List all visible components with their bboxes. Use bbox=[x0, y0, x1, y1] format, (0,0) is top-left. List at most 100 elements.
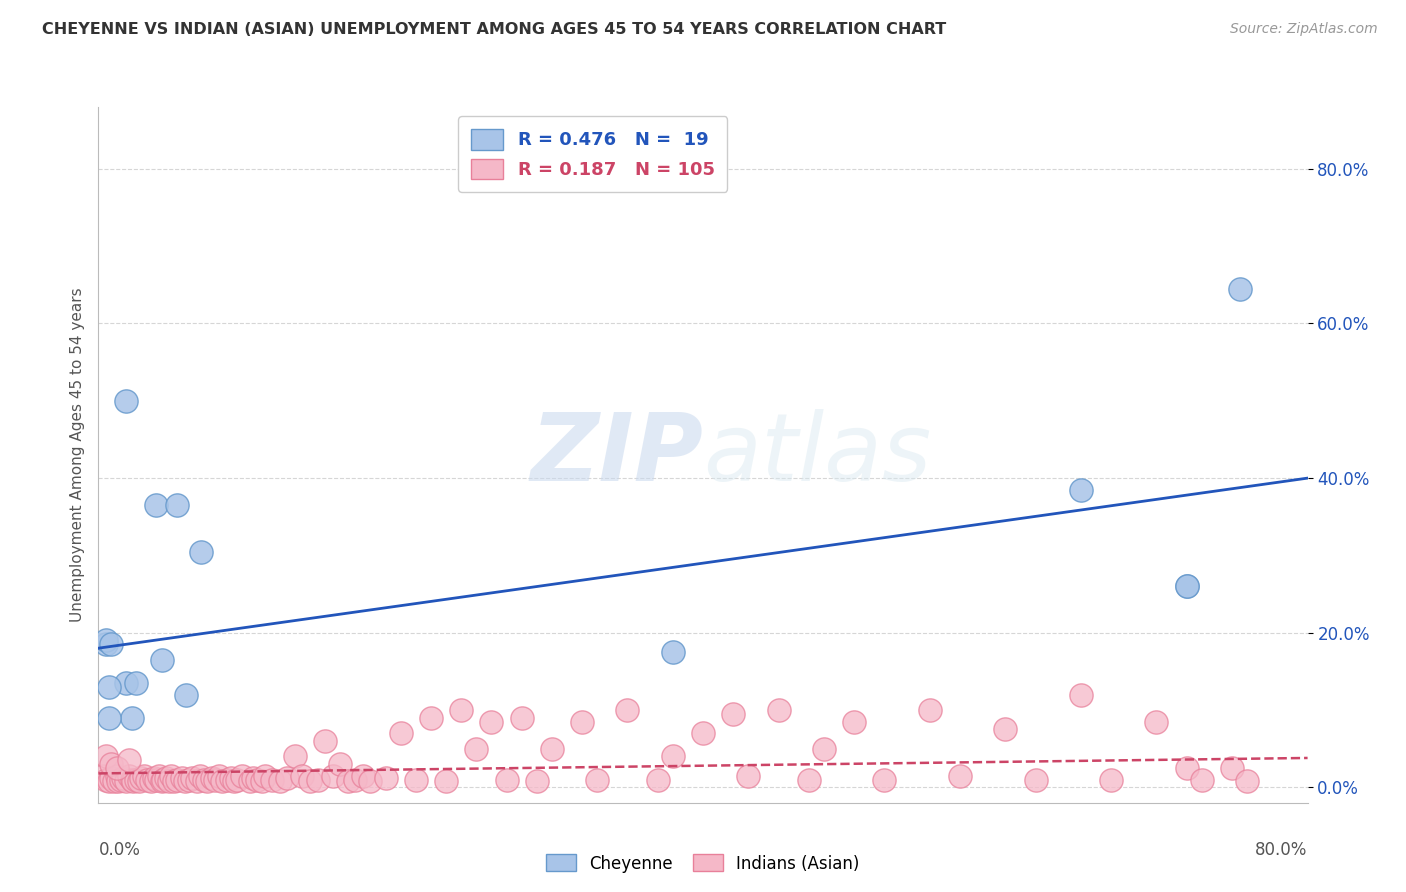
Point bbox=[195, 774, 218, 789]
Point bbox=[163, 774, 186, 789]
Point bbox=[188, 769, 211, 783]
Point bbox=[1236, 774, 1258, 789]
Point bbox=[201, 771, 224, 785]
Point bbox=[692, 726, 714, 740]
Point bbox=[152, 772, 174, 787]
Text: Source: ZipAtlas.com: Source: ZipAtlas.com bbox=[1230, 22, 1378, 37]
Point bbox=[121, 711, 143, 725]
Point bbox=[148, 769, 170, 783]
Point bbox=[100, 771, 122, 785]
Point bbox=[239, 774, 262, 789]
Point bbox=[768, 703, 790, 717]
Point bbox=[510, 711, 533, 725]
Point bbox=[110, 772, 132, 787]
Point bbox=[114, 676, 136, 690]
Y-axis label: Unemployment Among Ages 45 to 54 years: Unemployment Among Ages 45 to 54 years bbox=[69, 287, 84, 623]
Point bbox=[211, 774, 233, 789]
Point bbox=[100, 757, 122, 772]
Point bbox=[329, 757, 352, 772]
Text: 80.0%: 80.0% bbox=[1256, 841, 1308, 859]
Point bbox=[1229, 282, 1251, 296]
Point bbox=[150, 774, 173, 789]
Point bbox=[1144, 714, 1167, 729]
Point bbox=[215, 772, 238, 787]
Point bbox=[269, 774, 291, 789]
Point bbox=[284, 749, 307, 764]
Point bbox=[405, 772, 427, 787]
Point bbox=[221, 771, 243, 785]
Point bbox=[246, 772, 269, 787]
Point bbox=[159, 774, 181, 789]
Point bbox=[193, 772, 215, 787]
Point bbox=[190, 544, 212, 558]
Point bbox=[344, 772, 367, 787]
Point bbox=[450, 703, 472, 717]
Point bbox=[166, 772, 188, 787]
Point bbox=[994, 723, 1017, 737]
Point bbox=[129, 771, 152, 785]
Point bbox=[174, 688, 197, 702]
Point bbox=[1175, 579, 1198, 593]
Point bbox=[107, 774, 129, 789]
Point bbox=[208, 769, 231, 783]
Point bbox=[918, 703, 941, 717]
Point bbox=[1070, 688, 1092, 702]
Point bbox=[125, 772, 148, 787]
Point bbox=[118, 753, 141, 767]
Point bbox=[540, 741, 562, 756]
Point bbox=[105, 761, 128, 775]
Point bbox=[250, 774, 273, 789]
Point bbox=[98, 711, 121, 725]
Point bbox=[150, 653, 173, 667]
Point bbox=[105, 769, 128, 783]
Text: CHEYENNE VS INDIAN (ASIAN) UNEMPLOYMENT AMONG AGES 45 TO 54 YEARS CORRELATION CH: CHEYENNE VS INDIAN (ASIAN) UNEMPLOYMENT … bbox=[42, 22, 946, 37]
Point bbox=[1220, 761, 1243, 775]
Text: atlas: atlas bbox=[703, 409, 931, 500]
Point bbox=[94, 633, 117, 648]
Point bbox=[111, 771, 134, 785]
Point bbox=[465, 741, 488, 756]
Point bbox=[299, 774, 322, 789]
Point bbox=[291, 769, 314, 783]
Point bbox=[873, 772, 896, 787]
Point bbox=[737, 769, 759, 783]
Legend: Cheyenne, Indians (Asian): Cheyenne, Indians (Asian) bbox=[540, 847, 866, 880]
Point bbox=[114, 393, 136, 408]
Point bbox=[1099, 772, 1122, 787]
Point bbox=[322, 769, 344, 783]
Point bbox=[226, 772, 249, 787]
Point bbox=[132, 769, 155, 783]
Point bbox=[114, 774, 136, 789]
Point bbox=[434, 774, 457, 789]
Point bbox=[128, 774, 150, 789]
Point bbox=[145, 498, 167, 512]
Point bbox=[419, 711, 441, 725]
Point bbox=[118, 769, 141, 783]
Point bbox=[1175, 761, 1198, 775]
Text: 0.0%: 0.0% bbox=[98, 841, 141, 859]
Point bbox=[797, 772, 820, 787]
Point bbox=[352, 769, 374, 783]
Point bbox=[103, 774, 125, 789]
Point bbox=[145, 772, 167, 787]
Point bbox=[143, 771, 166, 785]
Point bbox=[94, 772, 117, 787]
Point bbox=[495, 772, 517, 787]
Point bbox=[526, 774, 548, 789]
Point bbox=[173, 774, 195, 789]
Point bbox=[481, 714, 503, 729]
Point bbox=[336, 774, 359, 789]
Point bbox=[314, 734, 336, 748]
Text: ZIP: ZIP bbox=[530, 409, 703, 501]
Point bbox=[94, 749, 117, 764]
Point bbox=[1191, 772, 1213, 787]
Point bbox=[389, 726, 412, 740]
Point bbox=[813, 741, 835, 756]
Point bbox=[661, 749, 683, 764]
Point bbox=[360, 774, 382, 789]
Point bbox=[98, 680, 121, 694]
Point bbox=[160, 769, 183, 783]
Point bbox=[141, 774, 163, 789]
Point bbox=[253, 769, 276, 783]
Point bbox=[231, 769, 253, 783]
